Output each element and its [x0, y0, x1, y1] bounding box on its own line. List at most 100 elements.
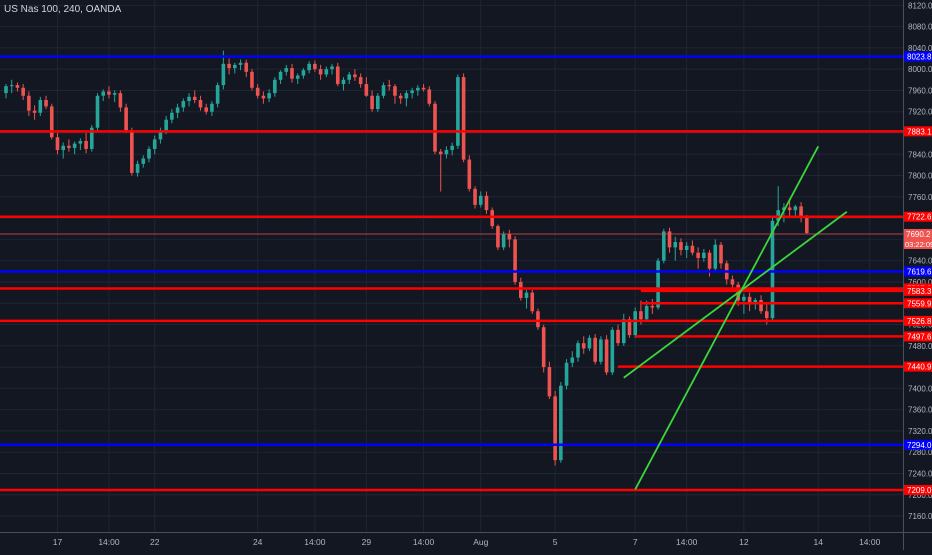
x-tick-label: 17	[53, 537, 63, 547]
x-tick-label: 14:00	[413, 537, 435, 547]
candle-body	[650, 305, 655, 308]
candle-body	[484, 195, 489, 211]
y-tick-label: 8000.0	[908, 65, 932, 74]
level-tag-label: 7497.6	[907, 332, 932, 341]
candle-body	[513, 239, 517, 282]
candle-body	[633, 311, 637, 336]
candle-body	[44, 100, 48, 107]
candle-body	[364, 84, 369, 96]
candle-body	[164, 119, 168, 131]
level-tag	[904, 361, 932, 372]
candle-body	[187, 96, 191, 102]
candle-body	[805, 218, 809, 234]
candle-body	[175, 107, 180, 113]
candle-body	[90, 127, 94, 149]
price-countdown: 03:22:09	[905, 240, 932, 249]
candle-body	[530, 292, 535, 312]
candle-body	[599, 339, 603, 362]
candle-body	[616, 329, 620, 344]
candle-body	[124, 107, 128, 131]
candle-body	[747, 296, 752, 305]
candle-body	[416, 87, 420, 91]
candle-body	[347, 74, 351, 80]
candle-body	[450, 145, 454, 151]
candle-body	[210, 103, 214, 112]
candle-body	[656, 260, 660, 308]
candle-body	[793, 206, 798, 211]
channel-line	[623, 211, 848, 379]
candle-body	[427, 89, 432, 104]
candle-body	[27, 95, 31, 111]
candle-body	[72, 143, 77, 148]
candle-body	[473, 188, 477, 205]
candle-body	[335, 66, 340, 85]
candle-body	[696, 252, 700, 259]
candle-body	[713, 244, 718, 269]
candle-body	[181, 101, 186, 108]
candle-body	[273, 79, 277, 94]
x-tick-label: 14	[814, 537, 824, 547]
level-tag-label: 7440.9	[907, 363, 932, 372]
candle-body	[421, 87, 426, 90]
candle-body	[376, 95, 380, 110]
candle-body	[404, 93, 409, 99]
candle-body	[107, 91, 111, 95]
candle-body	[438, 151, 443, 155]
price-tag-label: 7690.2	[906, 230, 931, 239]
y-tick-label: 7960.0	[908, 86, 932, 95]
candle-body	[32, 110, 37, 113]
candle-body	[587, 337, 592, 349]
level-tag	[904, 126, 932, 137]
candle-body	[507, 234, 512, 240]
candle-body	[610, 329, 615, 373]
level-tag-label: 7619.6	[907, 268, 932, 277]
x-tick-label: 14:00	[859, 537, 881, 547]
candle-body	[244, 62, 249, 72]
y-tick-label: 7640.0	[908, 257, 932, 266]
x-tick-label: 22	[150, 537, 160, 547]
level-tag-label: 7209.0	[907, 486, 932, 495]
level-tag	[904, 439, 932, 450]
x-tick-label: 29	[362, 537, 372, 547]
level-tag-label: 7722.6	[907, 213, 932, 222]
candle-body	[593, 337, 597, 362]
candle-body	[112, 93, 117, 95]
level-tag-label: 7559.9	[907, 299, 932, 308]
candle-body	[684, 245, 689, 251]
candle-body	[4, 86, 8, 94]
candle-body	[238, 62, 243, 65]
y-tick-label: 7480.0	[908, 342, 932, 351]
level-tag	[904, 211, 932, 222]
candle-body	[639, 311, 643, 320]
x-tick-label: 14:00	[676, 537, 698, 547]
candle-body	[547, 367, 552, 397]
candle-body	[370, 95, 374, 110]
candle-body	[38, 100, 43, 113]
y-tick-label: 7320.0	[908, 427, 932, 436]
y-tick-label: 8080.0	[908, 23, 932, 32]
candle-body	[318, 69, 323, 75]
candle-body	[627, 319, 632, 336]
y-tick-label: 7200.0	[908, 491, 932, 500]
y-tick-label: 7600.0	[908, 278, 932, 287]
candle-body	[667, 231, 672, 248]
x-tick-label: Aug	[473, 537, 488, 547]
candle-body	[192, 96, 197, 101]
y-tick-label: 7400.0	[908, 384, 932, 393]
candle-body	[170, 112, 174, 120]
candle-body	[61, 145, 65, 151]
candle-body	[215, 85, 220, 104]
candle-body	[673, 242, 678, 248]
candle-body	[21, 87, 25, 96]
candle-body	[524, 292, 529, 298]
x-tick-label: 7	[633, 537, 638, 547]
candle-body	[621, 319, 626, 344]
candle-body	[15, 85, 20, 88]
candle-body	[644, 305, 649, 320]
candle-body	[478, 195, 483, 205]
candle-body	[742, 296, 746, 301]
candle-body	[301, 70, 306, 76]
y-tick-label: 8040.0	[908, 44, 932, 53]
